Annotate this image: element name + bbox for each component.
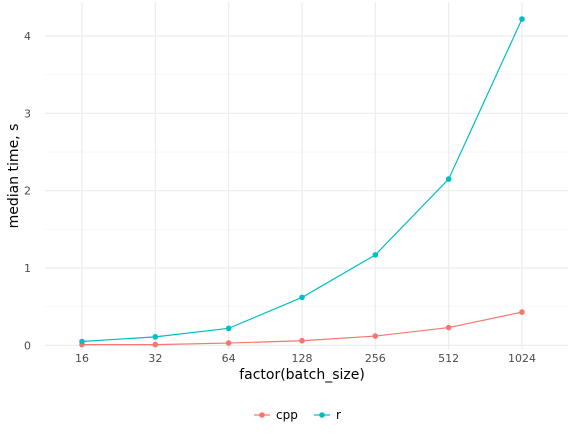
data-point-cpp — [299, 337, 305, 344]
legend-item-cpp: cpp — [254, 408, 298, 422]
x-axis-title: factor(batch_size) — [239, 367, 365, 383]
y-axis-title: median time, s — [6, 124, 22, 229]
data-point-r — [519, 16, 525, 22]
data-point-r — [152, 334, 159, 340]
legend-label: r — [336, 408, 341, 422]
data-point-cpp — [372, 333, 379, 339]
legend: cpp r — [254, 408, 341, 422]
minor-grid — [45, 74, 568, 307]
y-tick-label: 1 — [24, 262, 31, 275]
x-tick-label: 1024 — [508, 352, 536, 365]
major-grid — [45, 2, 568, 350]
x-tick-label: 512 — [438, 352, 459, 365]
y-tick-label: 0 — [24, 339, 31, 352]
data-point-r — [445, 176, 452, 182]
data-point-r — [225, 325, 232, 332]
legend-key-point — [319, 412, 325, 418]
series-layer — [79, 16, 525, 348]
x-tick-label: 128 — [291, 352, 312, 365]
y-tick-label: 3 — [24, 107, 31, 120]
data-point-cpp — [225, 340, 232, 346]
y-tick-label: 4 — [24, 30, 31, 43]
data-point-cpp — [445, 324, 452, 331]
x-tick-label: 16 — [75, 352, 89, 365]
legend-label: cpp — [276, 408, 298, 422]
x-axis-ticks: 16 32 64 128 256 512 1024 — [75, 352, 536, 365]
data-point-cpp — [152, 341, 159, 348]
legend-key-point — [259, 412, 265, 418]
x-tick-label: 64 — [222, 352, 236, 365]
y-axis-ticks: 0 1 2 3 4 — [24, 30, 31, 352]
legend-item-r: r — [314, 408, 341, 422]
data-point-cpp — [519, 309, 525, 315]
x-tick-label: 32 — [148, 352, 162, 365]
data-point-r — [299, 294, 305, 301]
data-point-r — [79, 338, 85, 345]
y-tick-label: 2 — [24, 185, 31, 198]
data-point-r — [372, 252, 379, 258]
x-tick-label: 256 — [365, 352, 386, 365]
